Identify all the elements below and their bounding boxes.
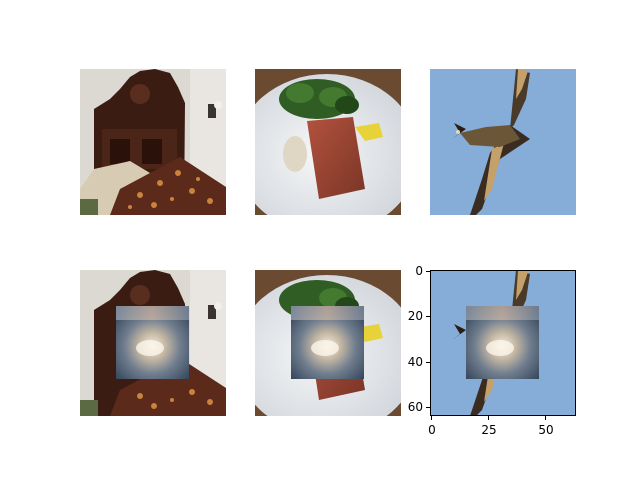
y-tick-label: 0 bbox=[415, 264, 423, 278]
y-tick-label: 60 bbox=[407, 400, 423, 414]
bedroom-image-occluded bbox=[80, 270, 226, 416]
blur-patch bbox=[466, 306, 539, 379]
blur-patch bbox=[291, 306, 364, 379]
x-tick-mark bbox=[431, 416, 432, 420]
x-tick-mark bbox=[545, 416, 546, 420]
y-tick-label: 40 bbox=[407, 355, 423, 369]
food-image bbox=[255, 69, 401, 215]
y-tick-label: 20 bbox=[407, 309, 423, 323]
y-tick-mark bbox=[426, 362, 430, 363]
x-tick-label: 0 bbox=[428, 423, 436, 437]
blur-patch bbox=[116, 306, 189, 379]
x-tick-mark bbox=[488, 416, 489, 420]
y-tick-mark bbox=[426, 316, 430, 317]
y-tick-mark bbox=[426, 271, 430, 272]
y-tick-mark bbox=[426, 407, 430, 408]
x-tick-label: 50 bbox=[538, 423, 554, 437]
x-tick-label: 25 bbox=[481, 423, 497, 437]
bird-image-occluded bbox=[430, 270, 576, 416]
food-image-occluded bbox=[255, 270, 401, 416]
bird-image bbox=[430, 69, 576, 215]
bedroom-image bbox=[80, 69, 226, 215]
